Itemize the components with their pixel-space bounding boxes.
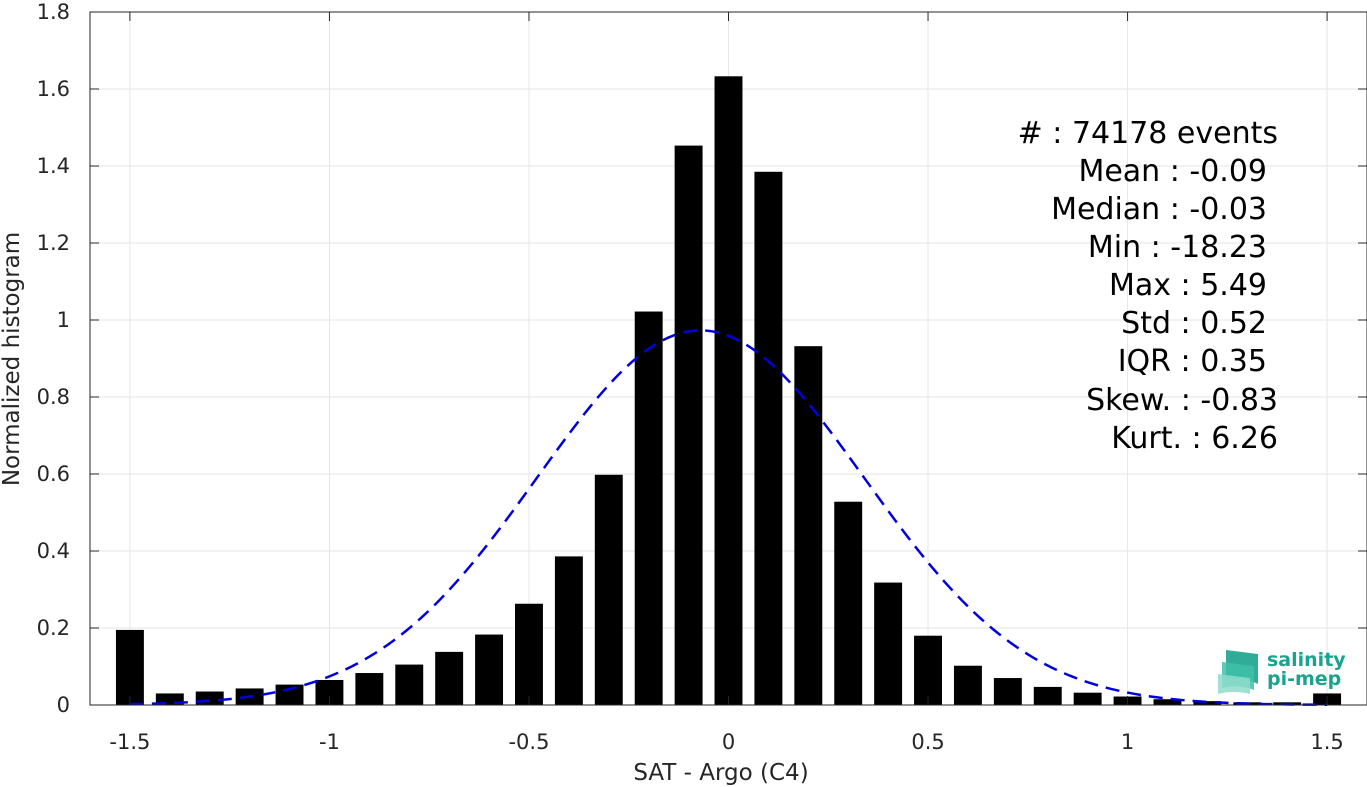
histogram-bar-17 (794, 346, 823, 705)
stat-iqr: IQR : 0.35 (1118, 344, 1267, 379)
histogram-bar-24 (1073, 692, 1102, 705)
histogram-bar-4 (275, 684, 304, 705)
histogram-bar-21 (953, 665, 982, 705)
stat-kurt: Kurt. : 6.26 (1111, 421, 1278, 456)
x-tick-label-1: -1 (319, 730, 340, 754)
x-tick-label-0: -1.5 (109, 730, 150, 754)
histogram-bar-0 (115, 629, 144, 705)
y-tick-label-2: 0.4 (37, 539, 70, 563)
histogram-bar-14 (674, 145, 703, 706)
histogram-bar-2 (195, 691, 224, 705)
y-tick-label-7: 1.4 (37, 154, 70, 178)
axis-ticks (90, 11, 1367, 706)
x-tick-label-2: -0.5 (508, 730, 549, 754)
x-axis-title: SAT - Argo (C4) (633, 760, 808, 786)
stats-box: # : 74178 events Mean : -0.09 Median : -… (1018, 116, 1278, 456)
histogram-bar-15 (714, 76, 743, 706)
histogram-bar-23 (1033, 686, 1062, 705)
x-tick-labels: -1.5 -1 -0.5 0 0.5 1 1.5 (109, 730, 1343, 754)
histogram-bar-9 (475, 634, 504, 705)
logo-line2: pi-mep (1267, 668, 1341, 690)
y-tick-label-5: 1 (57, 308, 70, 332)
y-tick-label-6: 1.2 (37, 231, 70, 255)
histogram-bar-11 (554, 556, 583, 705)
histogram-bar-22 (993, 678, 1022, 705)
stat-skew: Skew. : -0.83 (1086, 383, 1278, 418)
y-tick-label-0: 0 (57, 693, 70, 717)
histogram-bar-16 (754, 171, 783, 705)
y-tick-label-3: 0.6 (37, 462, 70, 486)
histogram-bar-20 (914, 635, 942, 705)
x-tick-label-3: 0 (722, 730, 735, 754)
histogram-bar-8 (435, 651, 464, 705)
y-tick-label-9: 1.8 (37, 0, 70, 24)
histogram-bar-26 (1153, 699, 1182, 705)
x-tick-label-5: 1 (1121, 730, 1134, 754)
y-tick-labels: 0 0.2 0.4 0.6 0.8 1 1.2 1.4 1.6 1.8 (37, 0, 70, 717)
y-tick-label-8: 1.6 (37, 77, 70, 101)
y-tick-label-1: 0.2 (37, 616, 70, 640)
histogram-bar-13 (634, 311, 663, 705)
histogram-bars (115, 76, 1342, 706)
stat-max: Max : 5.49 (1109, 268, 1267, 303)
histogram-bar-6 (355, 673, 384, 705)
stat-mean: Mean : -0.09 (1078, 154, 1267, 189)
histogram-bar-19 (874, 582, 903, 705)
stat-min: Min : -18.23 (1088, 230, 1267, 265)
x-tick-label-4: 0.5 (911, 730, 944, 754)
wave-layers-icon (1218, 650, 1258, 694)
histogram-bar-1 (155, 693, 184, 705)
stat-median: Median : -0.03 (1051, 192, 1267, 227)
salinity-pi-mep-logo: salinity pi-mep (1218, 649, 1346, 694)
histogram-bar-18 (834, 501, 863, 705)
histogram-bar-10 (515, 603, 543, 705)
stat-std: Std : 0.52 (1121, 306, 1267, 341)
y-tick-label-4: 0.8 (37, 385, 70, 409)
logo-line1: salinity (1267, 649, 1346, 671)
x-tick-label-6: 1.5 (1310, 730, 1343, 754)
histogram-bar-27 (1193, 701, 1222, 705)
y-axis-title: Normalized histogram (0, 232, 25, 486)
histogram-bar-12 (594, 474, 623, 705)
histogram-bar-7 (395, 664, 424, 705)
normal-fit-curve (129, 329, 1328, 706)
stat-events: # : 74178 events (1018, 116, 1278, 151)
